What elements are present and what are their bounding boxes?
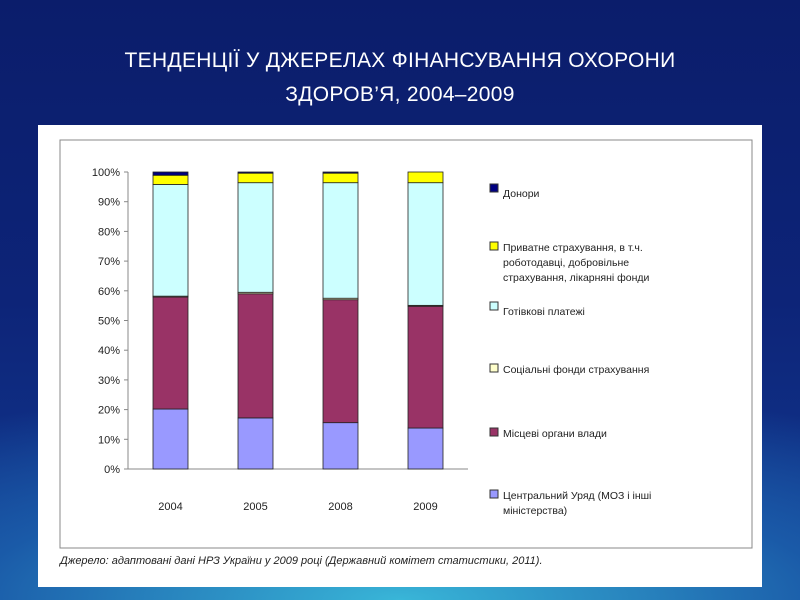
legend-label: міністерства)	[503, 505, 567, 517]
y-tick-label: 30%	[98, 375, 120, 387]
legend-label: Готівкові платежі	[503, 306, 585, 318]
y-tick-label: 80%	[98, 226, 120, 238]
legend-label: Центральний Уряд (МОЗ і інші	[503, 490, 651, 502]
bar-segment	[152, 171, 189, 176]
legend-label: Місцеві органи влади	[503, 428, 607, 440]
x-tick-label: 2005	[243, 501, 267, 513]
bar-segment	[152, 296, 189, 410]
legend-label: роботодавці, добровільне	[503, 257, 629, 269]
stacked-bar-chart: 0% 10% 20% 30% 40% 50% 60% 70% 80% 90% 100% 2004 200…	[59, 139, 753, 549]
legend-swatch	[489, 363, 499, 373]
bar-segment	[237, 417, 274, 470]
legend-swatch	[489, 241, 499, 251]
y-tick-label: 50%	[98, 316, 120, 328]
chart-frame	[59, 139, 753, 549]
bar-segment	[407, 305, 444, 429]
legend-label: Донори	[503, 188, 540, 200]
legend-label: Соціальні фонди страхування	[503, 364, 649, 376]
y-tick-label: 100%	[92, 167, 120, 179]
legend-swatch	[489, 301, 499, 311]
legend-swatch	[489, 427, 499, 437]
bar-segment	[237, 171, 274, 174]
title-line-2: ЗДОРОВ’Я, 2004–2009	[285, 83, 515, 106]
bar-segment	[152, 174, 189, 185]
x-tick-label: 2004	[158, 501, 182, 513]
x-tick-label: 2009	[413, 501, 437, 513]
y-tick-label: 70%	[98, 256, 120, 268]
bar-segment	[237, 172, 274, 184]
bar-segment	[322, 299, 359, 424]
legend-swatch	[489, 183, 499, 193]
bar-segment	[322, 422, 359, 470]
slide-title: ТЕНДЕНЦІЇ У ДЖЕРЕЛАХ ФІНАНСУВАННЯ ОХОРОН…	[0, 44, 800, 112]
bar-segment	[407, 171, 444, 184]
bar-segment	[322, 182, 359, 299]
bar-segment	[152, 184, 189, 297]
legend-label: страхування, лікарняні фонди	[503, 272, 650, 284]
bar-segment	[237, 182, 274, 293]
chart-panel: 0% 10% 20% 30% 40% 50% 60% 70% 80% 90% 100% 2004 200…	[38, 125, 762, 587]
y-tick-label: 20%	[98, 405, 120, 417]
x-tick-label: 2008	[328, 501, 352, 513]
bar-segment	[237, 293, 274, 419]
y-tick-label: 10%	[98, 434, 120, 446]
y-tick-label: 0%	[104, 464, 120, 476]
title-line-1: ТЕНДЕНЦІЇ У ДЖЕРЕЛАХ ФІНАНСУВАННЯ ОХОРОН…	[124, 49, 676, 72]
legend-label: Приватне страхування, в т.ч.	[503, 242, 643, 254]
y-tick-label: 40%	[98, 345, 120, 357]
y-tick-label: 90%	[98, 197, 120, 209]
bar-segment	[152, 408, 189, 470]
bar-segment	[322, 171, 359, 174]
bar-segment	[407, 427, 444, 470]
bar-segment	[322, 172, 359, 184]
y-tick-label: 60%	[98, 286, 120, 298]
bar-segment	[407, 182, 444, 306]
source-note: Джерело: адаптовані дані НРЗ України у 2…	[60, 555, 543, 567]
legend-swatch	[489, 489, 499, 499]
